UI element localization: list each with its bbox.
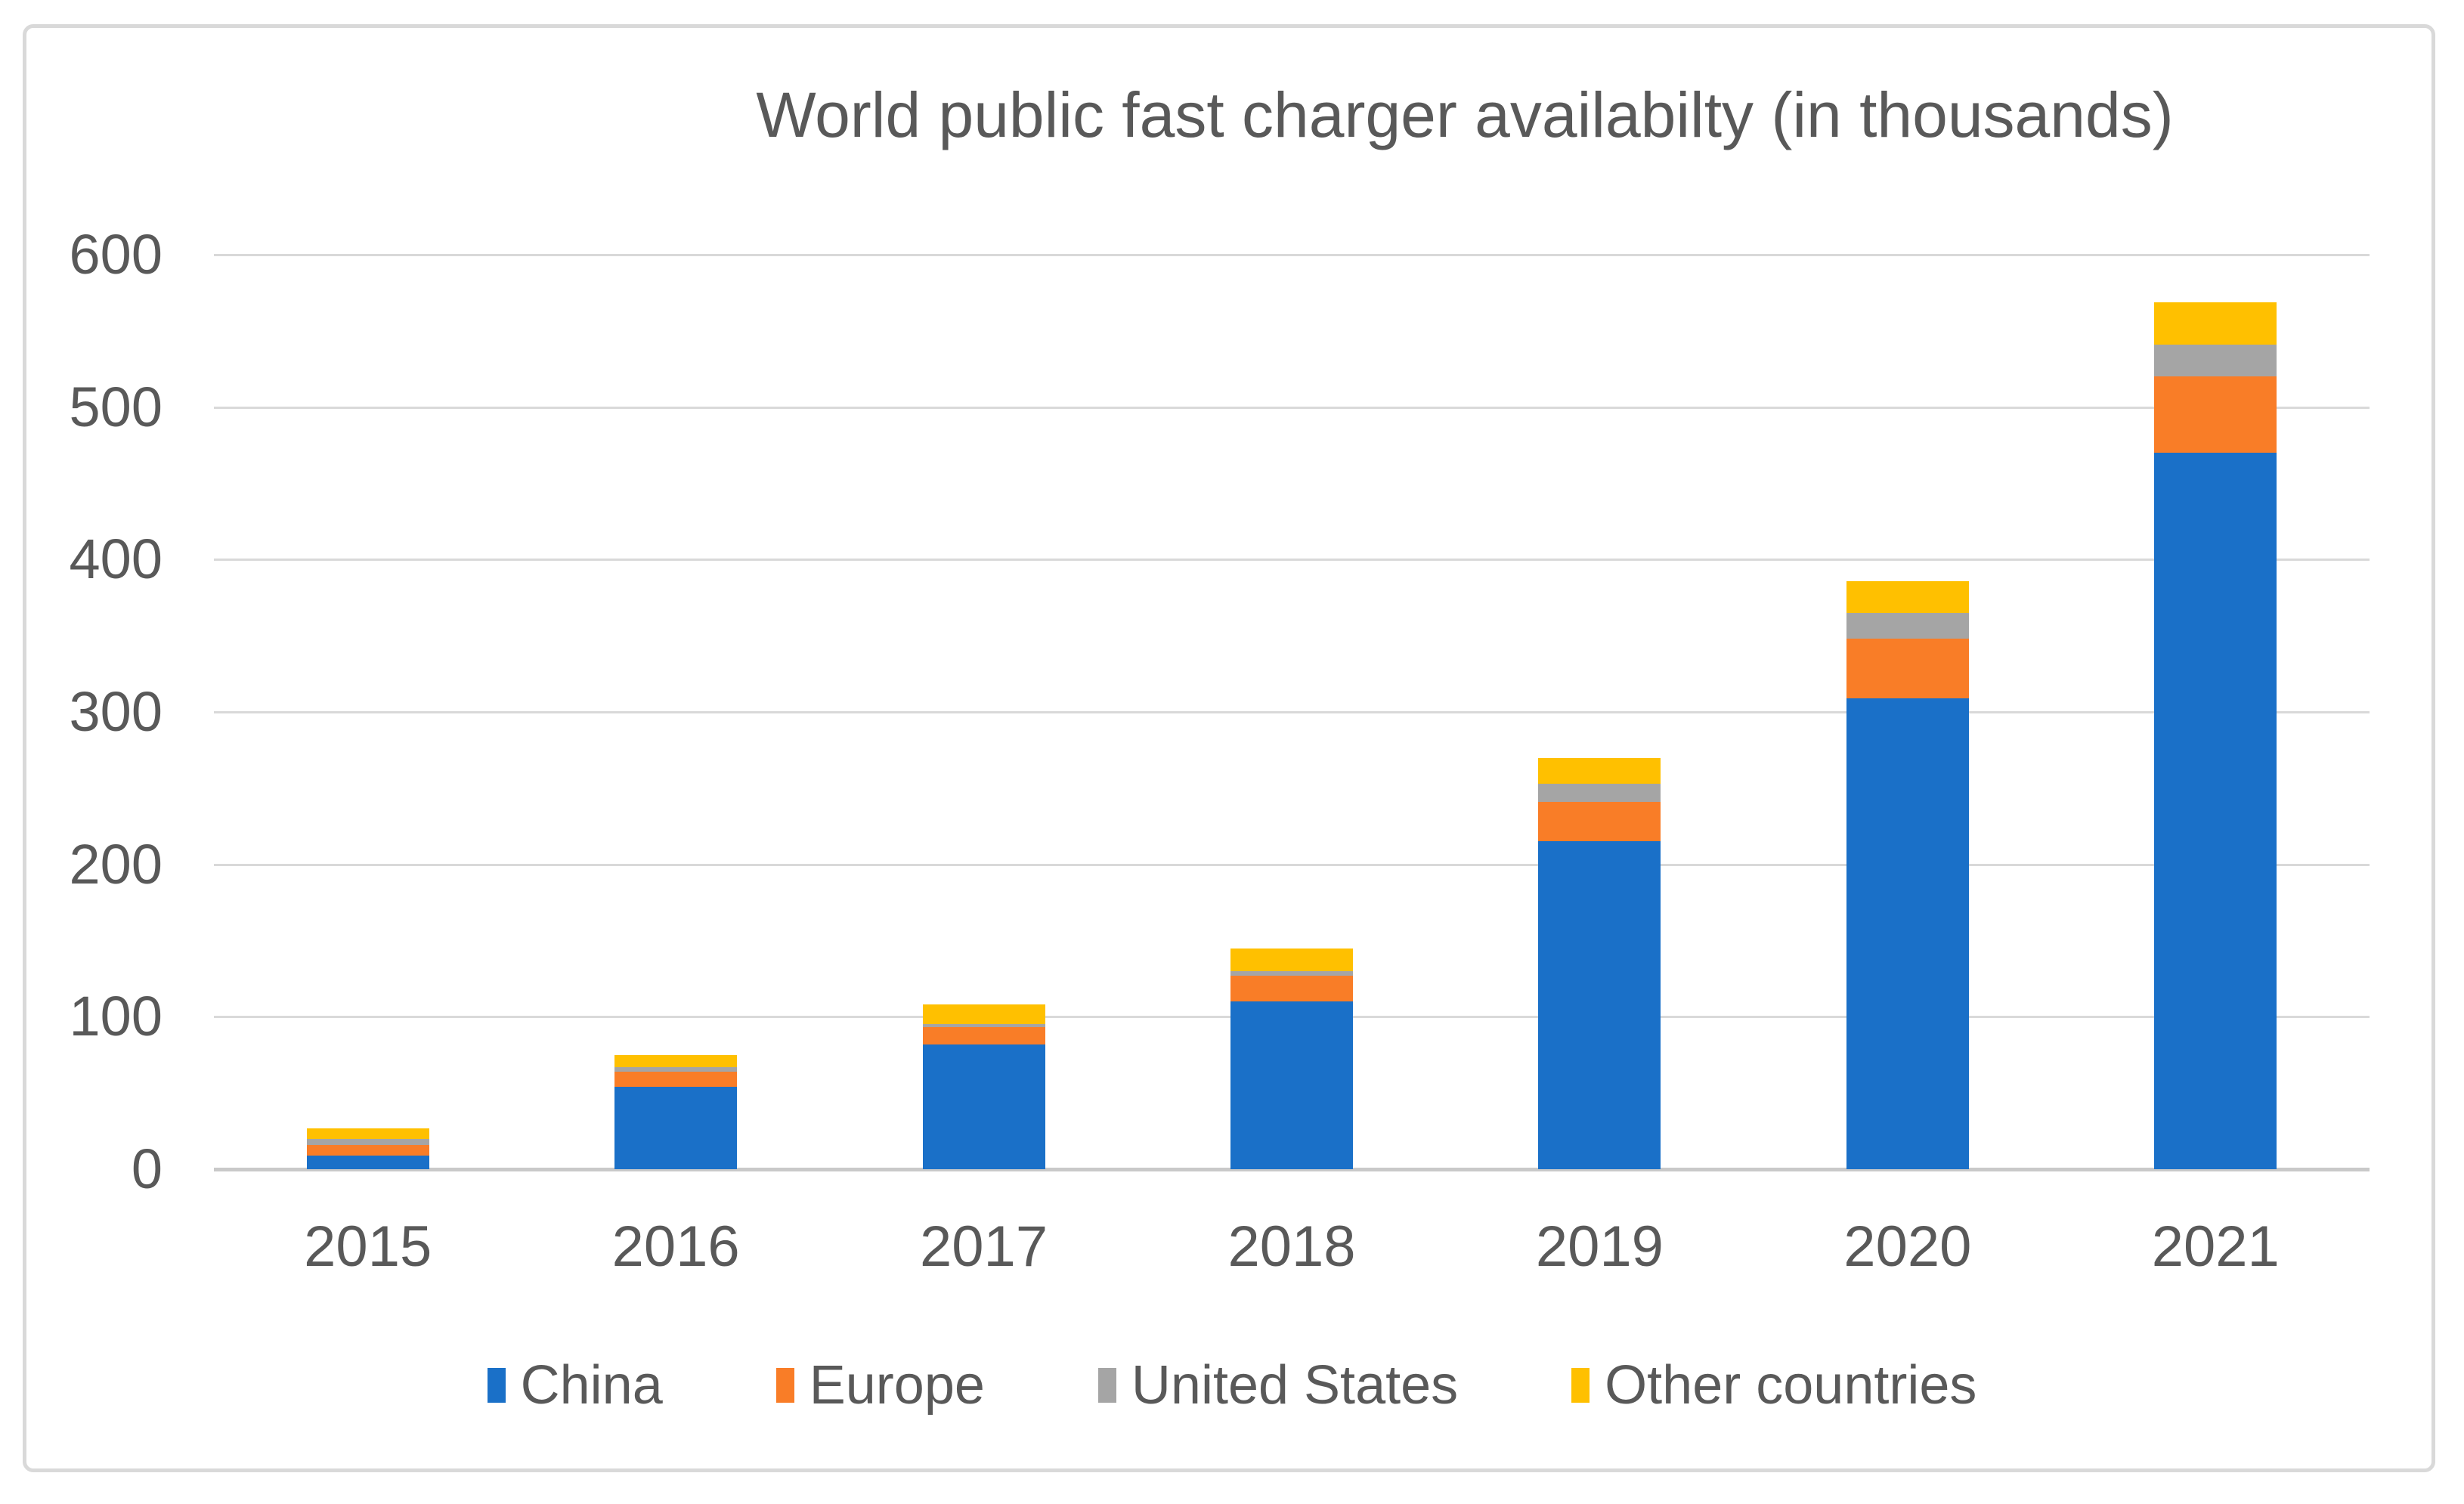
bar-segment-china bbox=[2154, 453, 2277, 1169]
bar-segment-china bbox=[306, 1155, 429, 1169]
bar-segment-united-states bbox=[1846, 612, 1969, 639]
x-axis-tick-label: 2021 bbox=[2151, 1215, 2280, 1279]
legend-label: United States bbox=[1131, 1355, 1459, 1416]
gridline bbox=[214, 559, 2370, 562]
bar-segment-other-countries bbox=[922, 1004, 1045, 1025]
legend-swatch bbox=[775, 1368, 794, 1403]
bar-segment-other-countries bbox=[614, 1054, 738, 1067]
bar-segment-europe bbox=[922, 1027, 1045, 1044]
bar-segment-europe bbox=[2154, 376, 2277, 453]
legend: China Europe United States Other countries bbox=[0, 1354, 2464, 1416]
bar-segment-china bbox=[1230, 1001, 1353, 1169]
chart-title: World public fast charger availabilty (i… bbox=[0, 79, 2464, 162]
bar-segment-china bbox=[1538, 841, 1661, 1169]
bar-segment-china bbox=[922, 1044, 1045, 1169]
legend-label: Other countries bbox=[1605, 1355, 1977, 1416]
y-axis-tick-label: 100 bbox=[69, 985, 163, 1048]
bar-segment-other-countries bbox=[1538, 757, 1661, 784]
x-axis-tick-label: 2017 bbox=[920, 1215, 1048, 1279]
gridline bbox=[214, 406, 2370, 409]
bar-segment-united-states bbox=[1230, 970, 1353, 976]
legend-swatch bbox=[1097, 1368, 1116, 1403]
bar-segment-united-states bbox=[2154, 344, 2277, 377]
bar-segment-other-countries bbox=[2154, 302, 2277, 345]
gridline bbox=[214, 711, 2370, 713]
gridline bbox=[214, 863, 2370, 866]
bar-segment-china bbox=[614, 1087, 738, 1169]
legend-label: China bbox=[520, 1355, 663, 1416]
bar-segment-europe bbox=[1230, 975, 1353, 1002]
gridline bbox=[214, 254, 2370, 256]
bar-segment-united-states bbox=[922, 1024, 1045, 1028]
bar-segment-europe bbox=[1846, 639, 1969, 698]
bar-segment-other-countries bbox=[306, 1128, 429, 1139]
y-axis-tick-label: 600 bbox=[69, 223, 163, 286]
legend-item-china: China bbox=[487, 1354, 663, 1416]
x-axis-tick-label: 2020 bbox=[1843, 1215, 1972, 1279]
bar-segment-china bbox=[1846, 698, 1969, 1169]
y-axis-tick-label: 400 bbox=[69, 528, 163, 591]
legend-swatch bbox=[1571, 1368, 1590, 1403]
bar-segment-united-states bbox=[306, 1138, 429, 1145]
y-axis-tick-label: 500 bbox=[69, 375, 163, 438]
legend-item-other-countries: Other countries bbox=[1571, 1354, 1976, 1416]
legend-item-united-states: United States bbox=[1097, 1354, 1459, 1416]
legend-item-europe: Europe bbox=[775, 1354, 985, 1416]
chart-title-text: World public fast charger availabilty (i… bbox=[756, 79, 2174, 150]
bar-segment-united-states bbox=[614, 1066, 738, 1072]
x-axis-tick-label: 2018 bbox=[1227, 1215, 1356, 1279]
chart-frame bbox=[23, 24, 2435, 1472]
x-axis-line bbox=[214, 1168, 2370, 1171]
x-axis-tick-label: 2015 bbox=[304, 1215, 432, 1279]
x-axis-tick-label: 2016 bbox=[611, 1215, 740, 1279]
legend-swatch bbox=[487, 1368, 506, 1403]
legend-label: Europe bbox=[809, 1355, 985, 1416]
bar-segment-other-countries bbox=[1846, 580, 1969, 613]
x-axis-tick-label: 2019 bbox=[1535, 1215, 1664, 1279]
bar-segment-europe bbox=[614, 1071, 738, 1088]
bar-segment-europe bbox=[1538, 801, 1661, 842]
bar-segment-united-states bbox=[1538, 783, 1661, 802]
y-axis-tick-label: 0 bbox=[131, 1137, 163, 1200]
y-axis-tick-label: 200 bbox=[69, 832, 163, 896]
bar-segment-other-countries bbox=[1230, 948, 1353, 971]
y-axis-tick-label: 300 bbox=[69, 680, 163, 743]
bar-segment-europe bbox=[306, 1144, 429, 1156]
